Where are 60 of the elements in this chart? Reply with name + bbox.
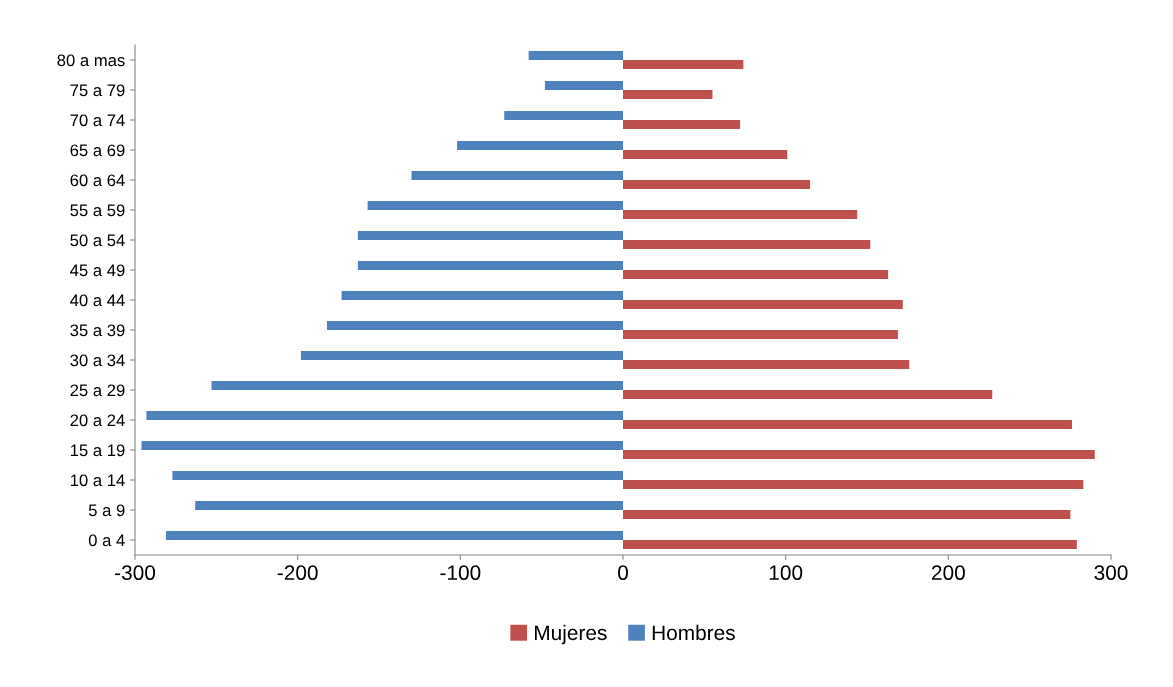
bar — [195, 501, 623, 510]
bar — [623, 330, 898, 339]
y-tick-label: 55 a 59 — [70, 204, 125, 217]
bar — [165, 531, 623, 540]
y-tick-label: 5 a 9 — [88, 504, 125, 517]
bar — [623, 150, 788, 159]
y-tick-label: 70 a 74 — [70, 114, 125, 127]
y-tick-label: 45 a 49 — [70, 264, 125, 277]
bar — [141, 441, 623, 450]
x-tick-label: 0 — [618, 565, 628, 581]
legend-label: Hombres — [652, 624, 735, 641]
y-tick-label: 0 a 4 — [88, 534, 125, 547]
bar — [411, 171, 623, 180]
bar — [623, 390, 993, 399]
bar — [623, 420, 1072, 429]
bar — [623, 540, 1077, 549]
x-tick-label: -200 — [277, 565, 318, 581]
bar — [623, 210, 858, 219]
x-tick-label: -300 — [115, 565, 156, 581]
bar — [367, 201, 623, 210]
bar — [300, 351, 623, 360]
bar — [357, 231, 623, 240]
y-tick-label: 15 a 19 — [70, 444, 125, 457]
bar — [623, 300, 903, 309]
bar — [623, 510, 1071, 519]
x-tick-label: 300 — [1094, 565, 1128, 581]
y-tick-label: 40 a 44 — [70, 294, 125, 307]
bar — [211, 381, 623, 390]
bar — [341, 291, 623, 300]
bar — [457, 141, 623, 150]
bar — [357, 261, 623, 270]
bar — [172, 471, 623, 480]
legend-label: Mujeres — [534, 624, 607, 645]
bar — [504, 111, 623, 120]
y-tick-label: 20 a 24 — [70, 414, 125, 427]
x-tick-label: -100 — [440, 565, 481, 581]
bar — [528, 51, 623, 60]
bar — [623, 180, 811, 189]
y-tick-label: 10 a 14 — [70, 474, 125, 487]
y-tick-label: 60 a 64 — [70, 174, 125, 187]
bar — [544, 81, 623, 90]
y-tick-label: 80 a mas — [57, 54, 125, 67]
y-tick-label: 75 a 79 — [70, 84, 125, 97]
y-tick-label: 50 a 54 — [70, 234, 125, 247]
bar — [623, 450, 1095, 459]
y-tick-label: 30 a 34 — [70, 354, 125, 367]
y-tick-label: 65 a 69 — [70, 144, 125, 157]
x-tick-label: 100 — [769, 565, 803, 581]
bar — [623, 480, 1084, 489]
bar — [623, 60, 744, 69]
bar — [623, 120, 741, 129]
x-tick-label: 200 — [932, 565, 965, 581]
bar — [623, 240, 871, 249]
bar — [326, 321, 623, 330]
bar — [623, 360, 910, 369]
bar — [146, 411, 623, 420]
y-tick-label: 35 a 39 — [70, 324, 125, 337]
bar — [623, 270, 889, 279]
bar — [623, 90, 713, 99]
y-tick-label: 25 a 29 — [70, 384, 125, 397]
